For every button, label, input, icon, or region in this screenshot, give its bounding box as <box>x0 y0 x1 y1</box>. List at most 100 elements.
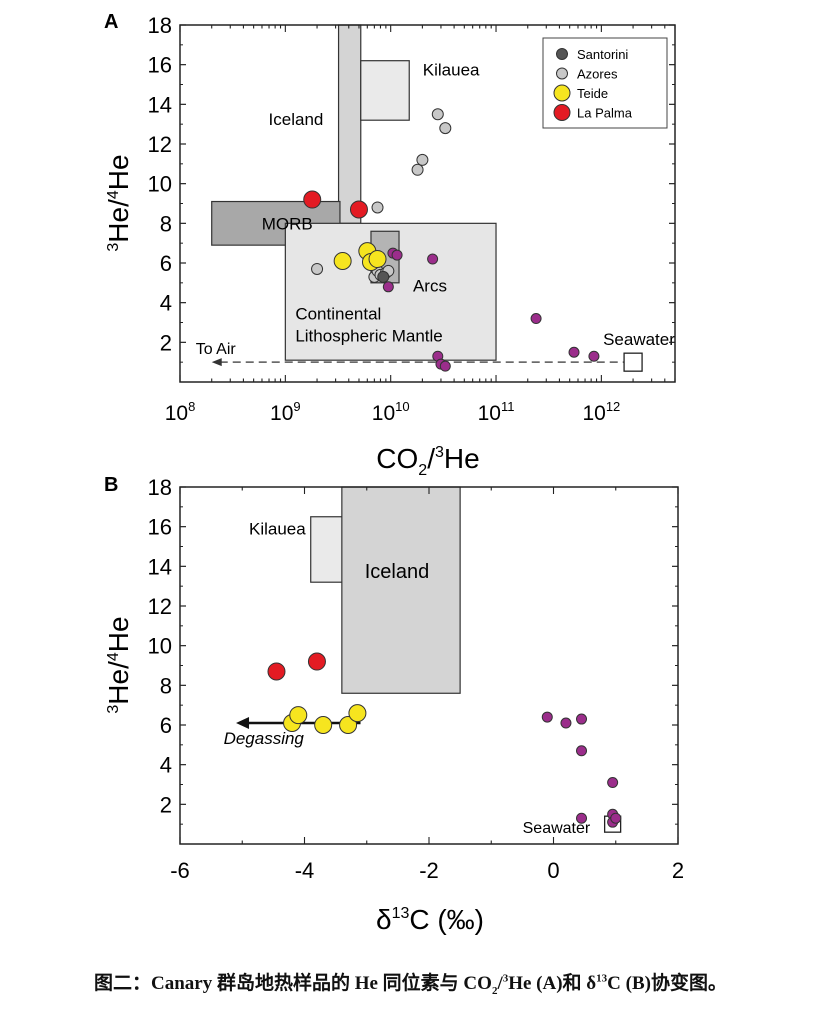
panel-letter-b: B <box>104 474 118 496</box>
y-tick-label-b-12: 12 <box>148 594 172 619</box>
point-a-azores-9 <box>431 108 444 121</box>
ticks-a: 2 4 6 8 10 12 14 16 18 <box>148 13 676 382</box>
seawater-label-b: Seawater <box>523 820 591 837</box>
x-tick-label-a-10: 1010 <box>372 399 410 425</box>
legend-marker-la-palma <box>553 104 571 121</box>
x-axis-title-b: δ13C (‰) <box>376 904 484 935</box>
y-tick-label-b-4: 4 <box>160 753 172 778</box>
y-tick-label-a-16: 16 <box>148 53 172 78</box>
x-axis-title-a: CO2/3He <box>376 443 479 479</box>
point-b-teide-1 <box>289 706 308 725</box>
point-a-teide-3 <box>368 250 387 269</box>
point-b-teide-3 <box>339 716 358 734</box>
x-tick-label-a-11: 1011 <box>478 399 515 425</box>
figure: Iceland Kilauea MORB Continental Lithospheri… <box>103 11 684 935</box>
ticks-b: 2 4 6 8 10 12 14 16 18 <box>148 475 679 844</box>
region-iceland <box>337 24 362 224</box>
degassing-label: Degassing <box>224 729 305 748</box>
region-b-iceland <box>341 486 461 694</box>
point-b-la-palma-1 <box>307 652 326 671</box>
legend-a: Santorini Azores Teide La Palma <box>542 37 668 129</box>
point-a-other-6 <box>439 360 451 372</box>
y-tick-label-a-12: 12 <box>148 132 172 157</box>
point-a-other-7 <box>530 313 542 325</box>
y-tick-label-a-4: 4 <box>160 291 172 316</box>
y-tick-label-a-6: 6 <box>160 251 172 276</box>
point-b-other-2 <box>576 713 588 725</box>
region-label-b-kilauea: Kilauea <box>249 520 306 539</box>
point-b-la-palma-0 <box>267 662 286 681</box>
legend-label-santorini: Santorini <box>577 47 628 62</box>
x-tick-label-a-8: 108 <box>165 399 196 425</box>
x-tick-labels-b: -6 -4 -2 0 2 <box>170 858 684 883</box>
point-a-other-9 <box>588 350 600 362</box>
y-tick-label-a-18: 18 <box>148 13 172 38</box>
to-air-label: To Air <box>196 341 237 358</box>
region-label-arcs: Arcs <box>413 276 447 295</box>
legend-label-la-palma: La Palma <box>577 106 633 121</box>
y-tick-label-b-8: 8 <box>160 673 172 698</box>
point-a-other-8 <box>568 346 580 358</box>
point-a-azores-8 <box>416 153 429 166</box>
y-tick-label-a-8: 8 <box>160 211 172 236</box>
x-tick-label-b-1: -4 <box>295 858 315 883</box>
point-a-santorini-0 <box>377 270 390 283</box>
x-tick-label-b-4: 2 <box>672 858 684 883</box>
region-label-b-iceland: Iceland <box>365 561 430 583</box>
x-tick-label-a-12: 1012 <box>582 399 620 425</box>
y-tick-label-a-14: 14 <box>148 92 172 117</box>
y-tick-label-b-10: 10 <box>148 634 172 659</box>
point-a-la-palma-0 <box>303 190 322 209</box>
point-b-other-5 <box>607 777 619 789</box>
x-tick-labels-a: 108 109 1010 1011 1012 <box>165 399 621 425</box>
region-label-clm-line1: Continental <box>295 304 381 323</box>
region-label-clm-line2: Lithospheric Mantle <box>295 326 442 345</box>
region-kilauea <box>360 60 410 121</box>
panel-letter-a: A <box>104 11 118 33</box>
point-a-azores-10 <box>439 122 452 135</box>
point-a-azores-6 <box>371 201 384 214</box>
region-b-kilauea <box>310 516 346 583</box>
y-tick-label-b-14: 14 <box>148 554 172 579</box>
point-a-azores-0 <box>311 262 324 275</box>
point-b-other-3 <box>576 745 588 757</box>
regions-b: Kilauea Iceland Seawater Degassing <box>224 486 622 837</box>
y-tick-label-b-16: 16 <box>148 515 172 540</box>
legend-marker-teide <box>553 84 571 102</box>
panel-b: Kilauea Iceland Seawater Degassing 2 4 6 8 10 12… <box>103 474 684 935</box>
point-a-teide-0 <box>333 252 352 271</box>
x-tick-label-b-3: 0 <box>547 858 559 883</box>
legend-label-teide: Teide <box>577 86 608 101</box>
point-a-azores-7 <box>411 163 424 176</box>
y-tick-label-b-18: 18 <box>148 475 172 500</box>
point-b-other-0 <box>541 711 553 723</box>
legend-label-azores: Azores <box>577 67 618 82</box>
y-tick-label-b-2: 2 <box>160 792 172 817</box>
seawater-marker-a <box>623 352 643 372</box>
region-label-morb: MORB <box>262 215 313 234</box>
points-b <box>267 652 622 828</box>
to-air-arrowhead <box>211 358 222 367</box>
point-a-la-palma-1 <box>349 200 368 219</box>
point-b-teide-4 <box>348 704 367 723</box>
point-a-other-2 <box>391 249 403 261</box>
legend-marker-azores <box>556 67 568 80</box>
x-tick-label-b-2: -2 <box>419 858 439 883</box>
point-b-other-4 <box>576 812 588 824</box>
point-b-other-1 <box>560 717 572 729</box>
point-a-other-0 <box>382 281 394 293</box>
points-a <box>303 108 600 372</box>
x-tick-label-a-9: 109 <box>270 399 301 425</box>
y-tick-label-a-2: 2 <box>160 330 172 355</box>
region-label-kilauea: Kilauea <box>423 61 480 80</box>
region-label-iceland: Iceland <box>269 110 324 129</box>
seawater-label-a: Seawater <box>603 330 675 349</box>
legend-marker-santorini <box>556 48 568 60</box>
point-a-other-3 <box>427 253 439 265</box>
x-tick-label-b-0: -6 <box>170 858 190 883</box>
degassing-arrowhead <box>236 717 250 730</box>
y-axis-title-b: 3He/4He <box>103 616 134 713</box>
point-b-other-8 <box>610 812 622 824</box>
y-axis-title-a: 3He/4He <box>103 154 134 251</box>
y-tick-label-a-10: 10 <box>148 172 172 197</box>
